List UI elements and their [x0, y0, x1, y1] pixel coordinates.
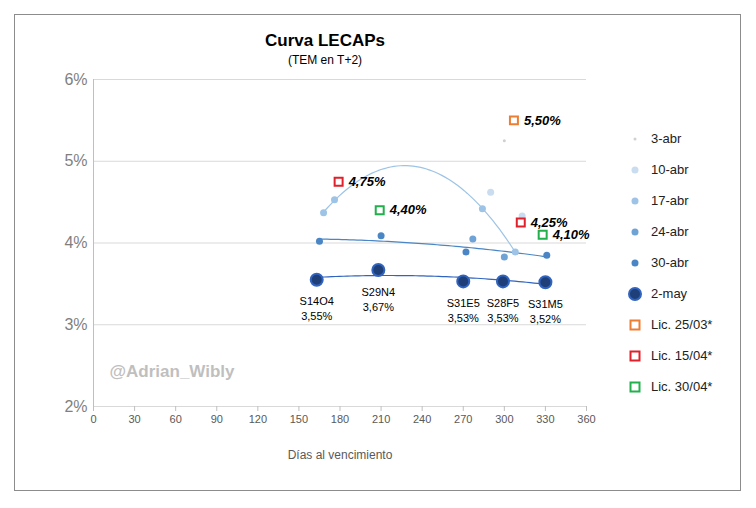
html-text:17-abr: 17-abr [651, 193, 689, 208]
svg-text:3,52%: 3,52% [530, 313, 561, 325]
html-text:Curva LECAPs: Curva LECAPs [265, 31, 385, 50]
svg-text:4,75%: 4,75% [348, 174, 386, 189]
svg-text:30: 30 [128, 413, 140, 425]
svg-text:0: 0 [90, 413, 96, 425]
svg-text:4,10%: 4,10% [552, 227, 590, 242]
svg-text:S31M5: S31M5 [528, 298, 563, 310]
svg-text:4,40%: 4,40% [389, 202, 427, 217]
svg-text:4,25%: 4,25% [530, 214, 568, 230]
svg-text:180: 180 [331, 413, 349, 425]
svg-text:3,53%: 3,53% [487, 312, 518, 324]
svg-text:2%: 2% [64, 398, 87, 415]
svg-text:S31E5: S31E5 [447, 297, 480, 309]
html-text:2-may: 2-may [651, 286, 688, 301]
html-text:(TEM en T+2): (TEM en T+2) [287, 53, 363, 67]
svg-text:5,50%: 5,50% [524, 113, 561, 128]
svg-text:Días al vencimiento: Días al vencimiento [288, 448, 393, 462]
html-text:Lic. 30/04*: Lic. 30/04* [651, 379, 713, 394]
svg-text:S29N4: S29N4 [362, 285, 396, 297]
svg-text:3%: 3% [64, 316, 87, 333]
svg-text:4%: 4% [64, 234, 87, 251]
svg-text:5%: 5% [64, 152, 87, 169]
svg-text:210: 210 [372, 413, 390, 425]
svg-text:120: 120 [249, 413, 267, 425]
svg-text:S14O4: S14O4 [300, 295, 334, 307]
html-text:Lic. 15/04*: Lic. 15/04* [651, 348, 713, 363]
svg-text:3,67%: 3,67% [363, 300, 394, 312]
svg-text:S28F5: S28F5 [487, 297, 519, 309]
html-text:24-abr: 24-abr [651, 224, 689, 239]
html-text:3-abr: 3-abr [651, 131, 682, 146]
svg-text:3,53%: 3,53% [448, 312, 479, 324]
svg-text:@Adrian_Wibly: @Adrian_Wibly [110, 362, 236, 381]
svg-text:150: 150 [290, 413, 308, 425]
svg-text:360: 360 [577, 413, 595, 425]
svg-text:90: 90 [211, 413, 223, 425]
html-text:10-abr: 10-abr [651, 162, 689, 177]
svg-text:270: 270 [454, 413, 472, 425]
svg-text:60: 60 [170, 413, 182, 425]
html-text:30-abr: 30-abr [651, 255, 689, 270]
svg-text:240: 240 [413, 413, 431, 425]
svg-text:3,55%: 3,55% [301, 310, 332, 322]
svg-text:6%: 6% [64, 71, 87, 88]
svg-text:330: 330 [536, 413, 554, 425]
html-text:Lic. 25/03*: Lic. 25/03* [651, 317, 713, 332]
svg-text:300: 300 [495, 413, 513, 425]
